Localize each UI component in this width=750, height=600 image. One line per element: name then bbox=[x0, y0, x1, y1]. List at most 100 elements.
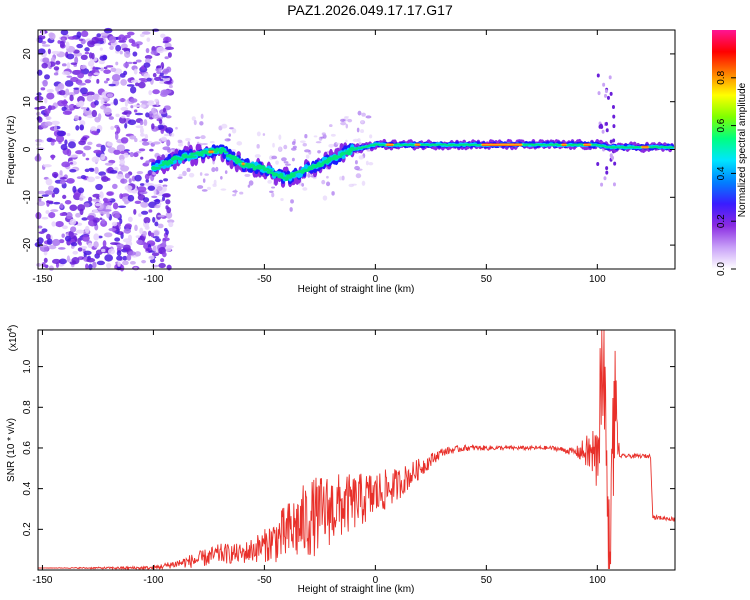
spectrogram-speckle bbox=[100, 105, 107, 110]
spectrogram-speckle bbox=[66, 62, 71, 70]
spectrogram-speckle bbox=[68, 230, 74, 238]
spectrogram-speckle bbox=[96, 78, 100, 84]
spectrogram-speckle bbox=[163, 193, 171, 198]
spectrogram-speckle bbox=[100, 144, 106, 152]
spectrogram-speckle bbox=[51, 154, 55, 161]
spectrogram-speckle bbox=[234, 189, 237, 195]
spectrogram-speckle bbox=[149, 148, 154, 152]
spectrogram-speckle bbox=[66, 255, 71, 263]
spectrogram-speckle bbox=[605, 166, 609, 171]
spectrogram-x-label: Height of straight line (km) bbox=[298, 284, 415, 295]
spectrogram-speckle bbox=[256, 144, 260, 149]
spectrogram-speckle bbox=[165, 46, 175, 51]
spectrogram-speckle bbox=[57, 83, 63, 89]
spectrogram-speckle bbox=[164, 56, 169, 60]
spectrogram-speckle bbox=[76, 31, 82, 38]
spectrogram-speckle bbox=[70, 62, 78, 65]
spectrogram-speckle bbox=[124, 185, 133, 191]
spectrogram-speckle bbox=[71, 257, 80, 265]
spectrogram-speckle bbox=[78, 140, 86, 146]
spectrogram-speckle bbox=[121, 47, 131, 51]
spectrogram-speckle bbox=[151, 107, 157, 114]
spectrogram-speckle bbox=[354, 165, 360, 171]
spectrogram-speckle bbox=[81, 136, 88, 141]
spectrogram-speckle bbox=[93, 233, 100, 241]
x-tick-label: -50 bbox=[257, 274, 272, 285]
y-tick-label: 0.2 bbox=[22, 522, 33, 536]
spectrogram-speckle bbox=[325, 181, 331, 187]
spectrogram-speckle bbox=[75, 229, 85, 234]
spectrogram-speckle bbox=[360, 119, 364, 124]
spectrogram-speckle bbox=[140, 104, 146, 108]
spectrogram-speckle bbox=[53, 66, 60, 71]
spectrogram-speckle bbox=[70, 76, 79, 82]
spectrogram-speckle bbox=[224, 170, 228, 175]
spectrogram-speckle bbox=[95, 202, 102, 207]
spectrogram-ridge-cell bbox=[284, 177, 289, 182]
spectrogram-ridge-cell bbox=[190, 158, 195, 167]
spectrogram-speckle bbox=[103, 66, 108, 70]
spectrogram-speckle bbox=[80, 106, 88, 110]
spectrogram-speckle bbox=[69, 94, 74, 102]
x-tick-label: -50 bbox=[257, 575, 272, 586]
spectrogram-hotspot-core bbox=[583, 144, 592, 146]
spectrogram-speckle bbox=[150, 232, 155, 238]
spectrogram-speckle bbox=[248, 180, 254, 186]
spectrogram-speckle bbox=[331, 191, 335, 196]
spectrogram-speckle bbox=[121, 115, 126, 119]
spectrogram-speckle bbox=[106, 262, 112, 269]
spectrogram-speckle bbox=[138, 213, 142, 217]
spectrogram-speckle bbox=[254, 154, 261, 158]
snr-y-ticks: 0.2 0.4 0.6 0.8 1.0 bbox=[22, 359, 675, 536]
spectrogram-speckle bbox=[73, 87, 80, 90]
spectrogram-speckle bbox=[136, 171, 144, 175]
spectrogram-speckle bbox=[66, 53, 75, 60]
spectrogram-speckle bbox=[320, 136, 325, 139]
spectrogram-speckle bbox=[48, 211, 56, 219]
spectrogram-speckle bbox=[144, 134, 149, 140]
spectrogram-speckle bbox=[119, 193, 123, 200]
spectrogram-speckle bbox=[106, 65, 114, 68]
spectrogram-speckle bbox=[116, 255, 123, 261]
y-tick-label: 20 bbox=[22, 48, 33, 60]
spectrogram-speckle bbox=[133, 109, 138, 113]
spectrogram-speckle bbox=[64, 235, 72, 242]
spectrogram-speckle bbox=[92, 209, 99, 213]
spectrogram-speckle bbox=[126, 31, 135, 36]
spectrogram-speckle bbox=[68, 104, 74, 109]
spectrogram-speckle bbox=[102, 240, 107, 248]
spectrogram-speckle bbox=[606, 95, 610, 100]
spectrogram-speckle bbox=[305, 154, 310, 159]
spectrogram-speckle bbox=[135, 235, 141, 238]
spectrogram-speckle bbox=[267, 179, 273, 184]
spectrogram-speckle bbox=[193, 119, 197, 126]
spectrogram-speckle bbox=[44, 108, 51, 115]
spectrogram-speckle bbox=[612, 114, 616, 119]
spectrogram-speckle bbox=[47, 48, 51, 55]
spectrogram-speckle bbox=[358, 142, 362, 145]
spectrogram-speckle bbox=[220, 188, 227, 191]
spectrogram-y-ticks: 20 10 0 -10 -20 bbox=[22, 48, 675, 252]
spectrogram-speckle bbox=[162, 40, 169, 44]
spectrogram-speckle bbox=[91, 156, 100, 163]
spectrogram-speckle bbox=[163, 178, 169, 182]
spectrogram-speckle bbox=[604, 121, 608, 126]
spectrogram-speckle bbox=[328, 143, 335, 148]
spectrogram-speckle bbox=[156, 186, 163, 191]
figure-title: PAZ1.2026.049.17.17.G17 bbox=[287, 2, 453, 18]
spectrogram-speckle bbox=[360, 129, 365, 134]
spectrogram-speckle bbox=[140, 133, 145, 137]
spectrogram-speckle bbox=[111, 73, 121, 82]
spectrogram-speckle bbox=[53, 72, 59, 76]
spectrogram-speckle bbox=[58, 90, 67, 96]
spectrogram-speckle bbox=[188, 172, 195, 178]
spectrogram-speckle bbox=[139, 183, 145, 186]
spectrogram-speckle bbox=[59, 40, 65, 48]
spectrogram-speckle bbox=[70, 226, 77, 233]
spectrogram-speckle bbox=[61, 63, 67, 67]
spectrogram-speckle bbox=[48, 265, 54, 272]
spectrogram-speckle bbox=[143, 73, 150, 79]
spectrogram-speckle bbox=[122, 255, 128, 261]
spectrogram-speckle bbox=[138, 148, 146, 152]
spectrogram-speckle bbox=[79, 120, 86, 126]
